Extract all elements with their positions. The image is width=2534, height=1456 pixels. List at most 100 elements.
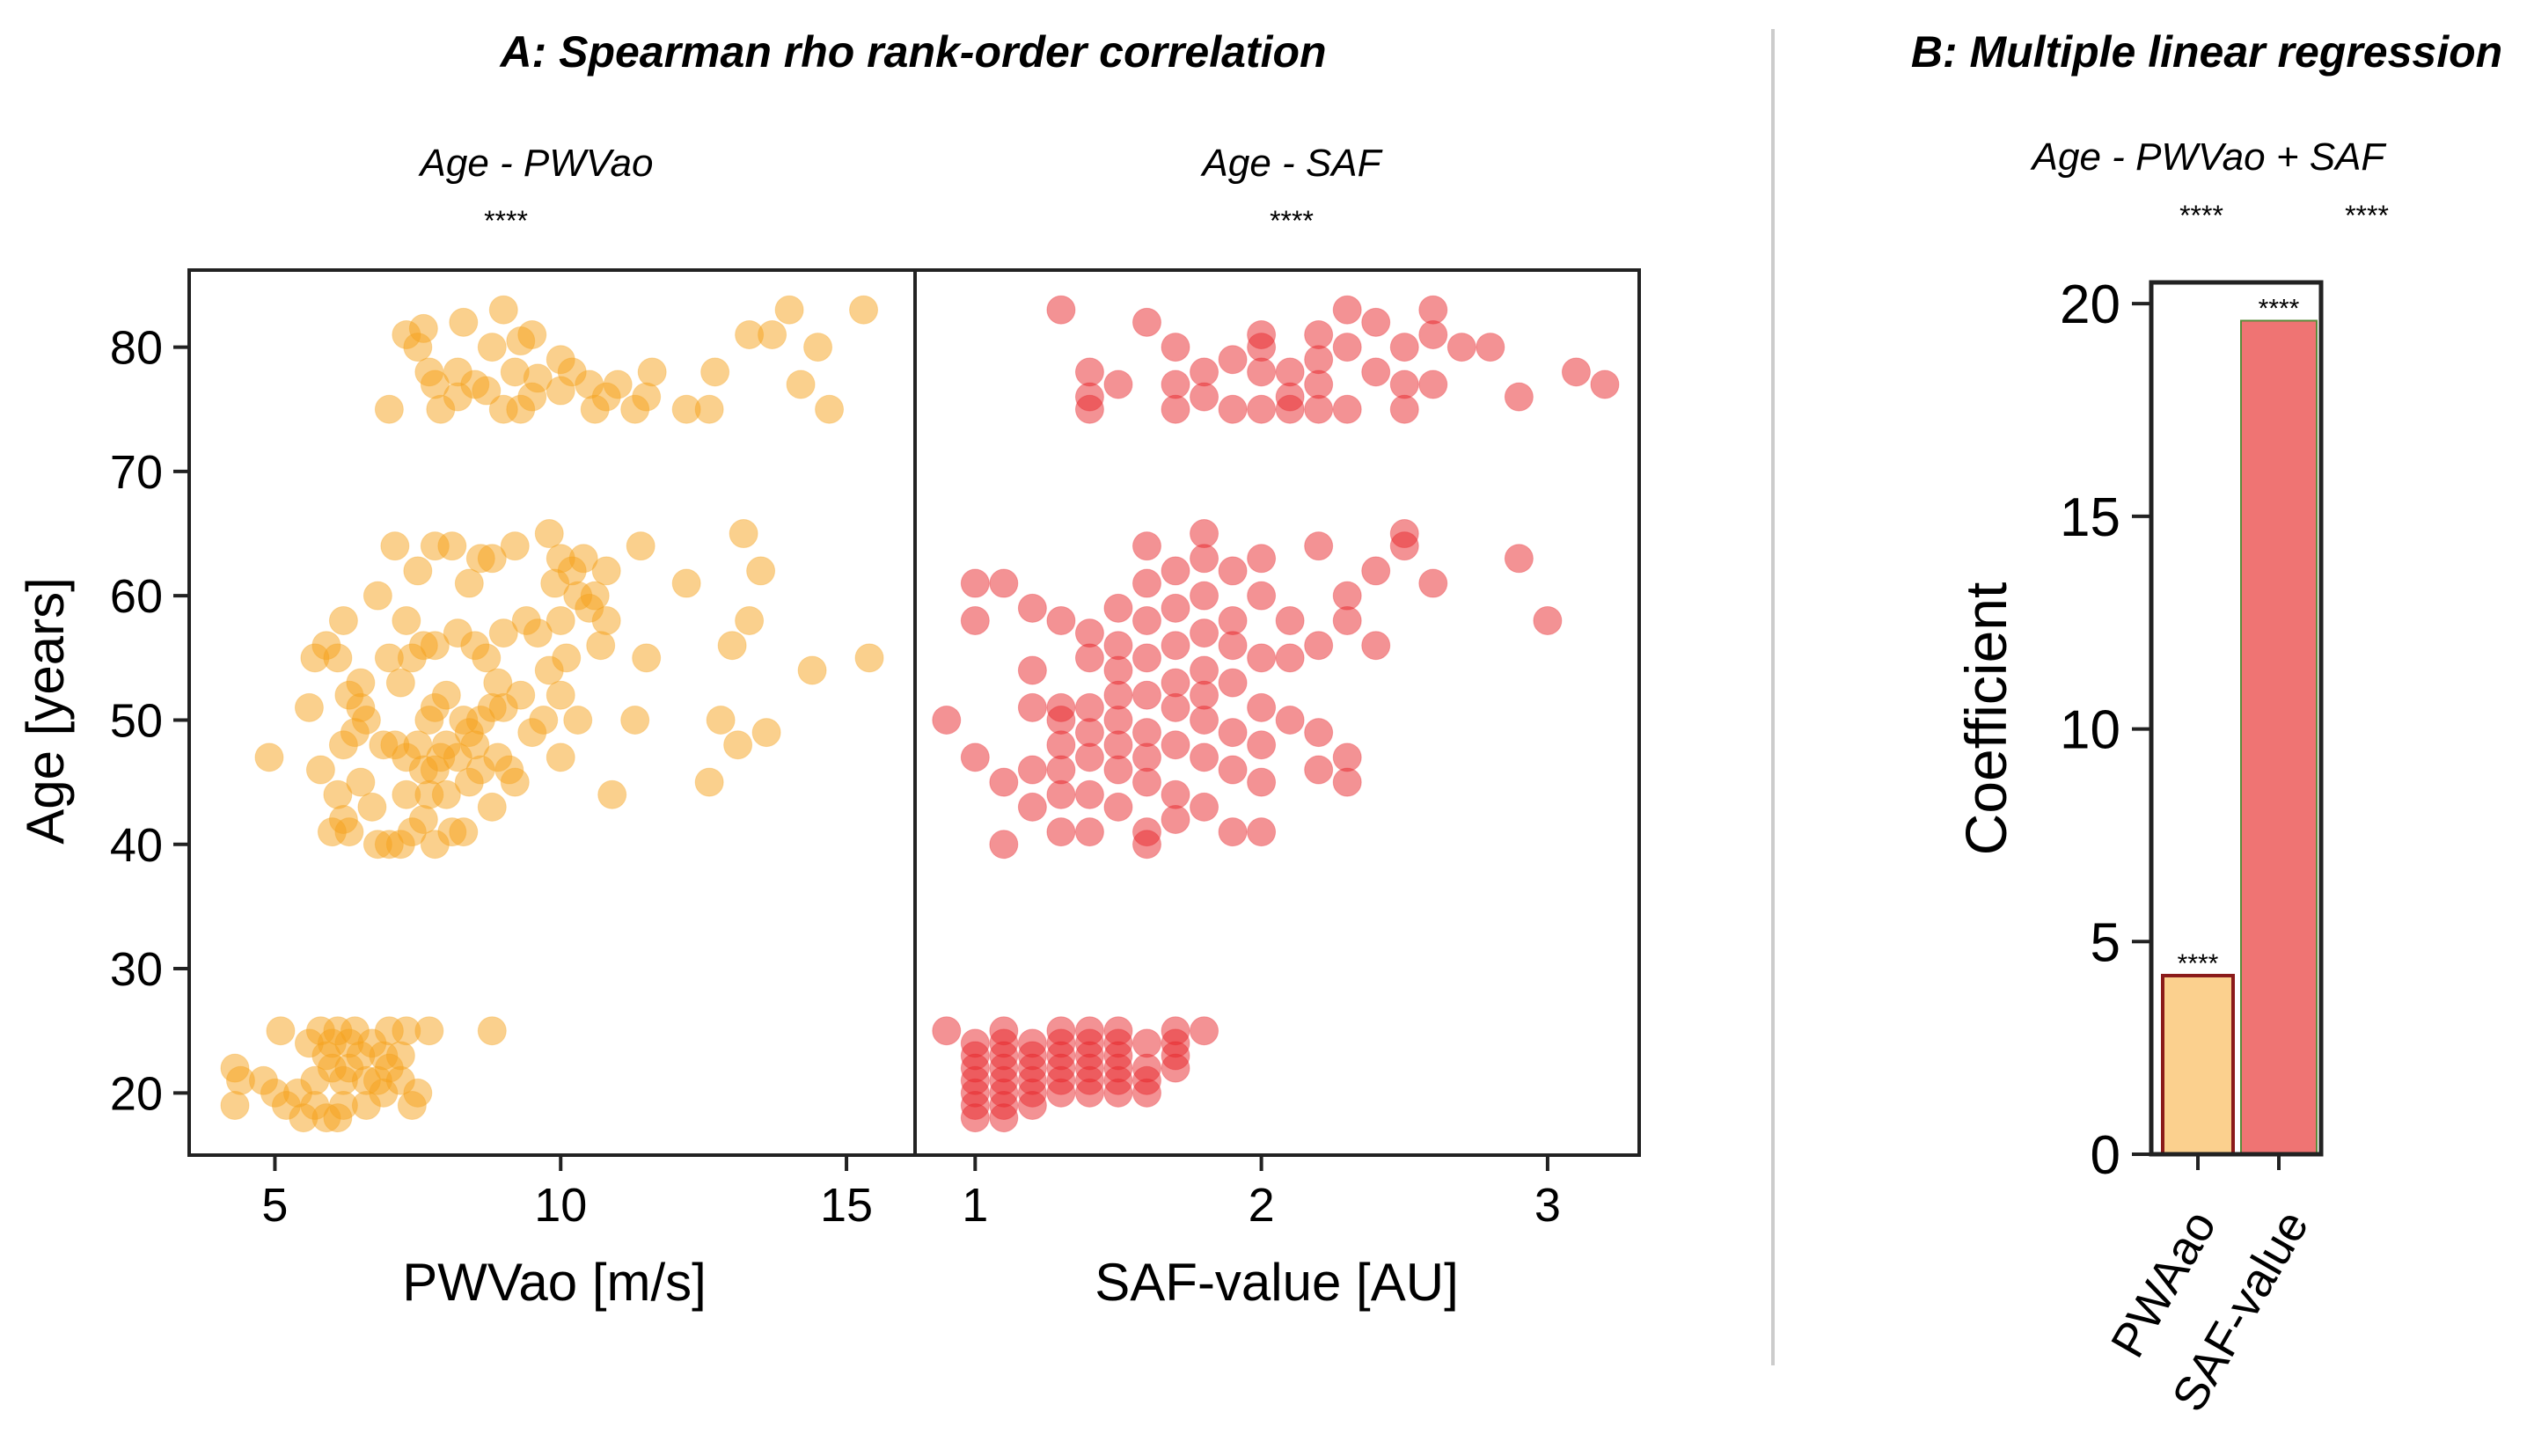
data-point (989, 830, 1019, 860)
data-point (385, 668, 415, 698)
data-point (1074, 718, 1104, 748)
scatter1-significance: **** (484, 205, 528, 237)
bar-header-significance-1: **** (2179, 200, 2223, 231)
data-point (546, 376, 575, 406)
data-point (1161, 1053, 1190, 1083)
data-point (1046, 705, 1076, 735)
data-point (1074, 817, 1104, 847)
data-point (1247, 544, 1277, 574)
data-point (1132, 643, 1161, 673)
data-point (323, 1103, 353, 1133)
data-point (500, 767, 530, 797)
y-tick-label: 5 (2091, 912, 2120, 973)
data-point (305, 755, 335, 785)
data-point (1161, 593, 1190, 623)
data-point (1046, 1078, 1076, 1108)
bar-label: **** (2178, 949, 2219, 978)
data-point (1103, 755, 1133, 785)
data-point (1218, 556, 1248, 586)
data-point (266, 1016, 296, 1046)
data-point (449, 307, 479, 337)
data-point (1161, 394, 1190, 424)
data-point (1247, 394, 1277, 424)
data-point (854, 643, 884, 673)
data-point (431, 680, 461, 710)
data-point (1332, 333, 1362, 362)
data-point (443, 382, 472, 412)
data-point (552, 643, 582, 673)
y-tick-label: 10 (2060, 700, 2120, 761)
data-point (989, 568, 1019, 598)
data-point (1074, 1078, 1104, 1108)
data-point (1074, 618, 1104, 648)
data-point (392, 605, 421, 635)
data-point (1103, 655, 1133, 685)
data-point (1046, 755, 1076, 785)
data-point (449, 817, 479, 847)
data-point (1074, 357, 1104, 387)
x-tick-label: 1 (962, 1179, 988, 1232)
y-tick-label: 80 (110, 322, 163, 375)
data-point (220, 1090, 250, 1120)
data-point (1247, 817, 1277, 847)
data-point (746, 556, 776, 586)
x-tick-label: 3 (1534, 1179, 1561, 1232)
data-point (1275, 394, 1305, 424)
data-point (1218, 817, 1248, 847)
data-point (477, 544, 507, 574)
y-tick-label: 40 (110, 819, 163, 872)
data-point (1017, 692, 1047, 722)
data-point (374, 394, 404, 424)
data-point (472, 643, 502, 673)
x-tick-label: 15 (820, 1179, 873, 1232)
scatter1-title: Age - PWVao (418, 142, 654, 185)
panel-a-title: A: Spearman rho rank-order correlation (498, 27, 1326, 77)
data-point (546, 680, 575, 710)
data-point (1218, 605, 1248, 635)
data-point (414, 1016, 444, 1046)
data-point (546, 743, 575, 772)
data-point (477, 792, 507, 822)
data-point (1190, 1016, 1219, 1046)
data-point (591, 556, 621, 586)
data-point (1389, 369, 1419, 399)
data-point (960, 605, 990, 635)
data-point (1247, 767, 1277, 797)
data-point (1161, 779, 1190, 809)
data-point (932, 705, 962, 735)
data-point (431, 779, 461, 809)
data-point (385, 1065, 415, 1095)
data-point (1218, 631, 1248, 661)
data-point (1132, 568, 1161, 598)
data-point (1161, 730, 1190, 760)
data-point (563, 705, 593, 735)
data-point (1103, 631, 1133, 661)
data-point (1275, 705, 1305, 735)
data-point (620, 705, 650, 735)
data-point (786, 369, 816, 399)
data-point (1161, 805, 1190, 835)
data-point (989, 1103, 1019, 1133)
data-point (1418, 295, 1448, 325)
data-point (488, 295, 518, 325)
data-point (1561, 357, 1591, 387)
data-point (460, 730, 490, 760)
data-point (294, 692, 324, 722)
data-point (1190, 382, 1219, 412)
data-point (1017, 655, 1047, 685)
data-point (1074, 743, 1104, 772)
data-point (1304, 531, 1334, 561)
data-point (534, 519, 564, 549)
data-point (1247, 643, 1277, 673)
data-point (620, 394, 650, 424)
data-point (1103, 730, 1133, 760)
y-tick-label: 0 (2091, 1125, 2120, 1186)
data-point (729, 519, 758, 549)
data-point (374, 643, 404, 673)
data-point (1304, 755, 1334, 785)
data-point (374, 1016, 404, 1046)
data-point (758, 319, 787, 349)
data-point (774, 295, 804, 325)
scatter-ylabel: Age [years] (16, 577, 75, 845)
data-point (1074, 692, 1104, 722)
